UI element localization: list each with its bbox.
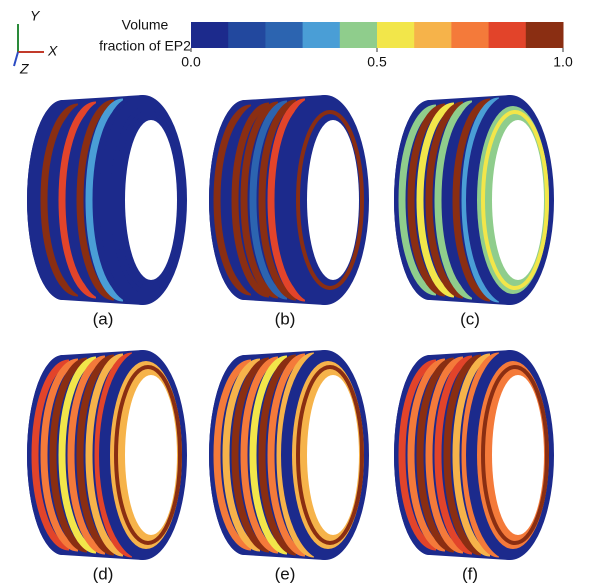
panel-label: (c) [460,309,480,328]
figure: Y X Z Volume fraction of EP2 0.0 0.5 1.0 (… [0,0,595,586]
colorbar-segment [228,22,266,48]
y-label: Y [30,8,41,24]
colorbar-segment [377,22,415,48]
colorbar-segment [414,22,452,48]
colorbar-segment [451,22,489,48]
colorbar-segment [340,22,378,48]
colorbar-segment [303,22,341,48]
panel-label: (d) [93,564,114,583]
ring-hole [125,375,177,535]
ring-hole [492,120,544,280]
ring-hole [125,120,177,280]
colorbar-tick-label: 1.0 [553,54,573,70]
z-arrow [14,52,18,66]
colorbar-segment [526,22,564,48]
colorbar: 0.0 0.5 1.0 [181,22,573,70]
panel-label: (a) [93,309,114,328]
panel-label: (b) [275,309,296,328]
panel-label: (f) [462,564,478,583]
z-label: Z [19,61,29,77]
ring-hole [307,375,359,535]
colorbar-segment [191,22,229,48]
ring-hole [307,120,359,280]
panels: (a) (b) (c) (d) (e) (f) [27,95,554,583]
colorbar-segment [265,22,303,48]
axes-triad: Y X Z [14,8,58,77]
colorbar-segment [489,22,527,48]
colorbar-title: Volume [122,17,169,33]
ring-hole [492,375,544,535]
colorbar-title: fraction of EP2 [99,38,191,54]
colorbar-tick-label: 0.5 [367,54,387,70]
panel-label: (e) [275,564,296,583]
colorbar-tick-label: 0.0 [181,54,201,70]
x-label: X [47,43,58,59]
